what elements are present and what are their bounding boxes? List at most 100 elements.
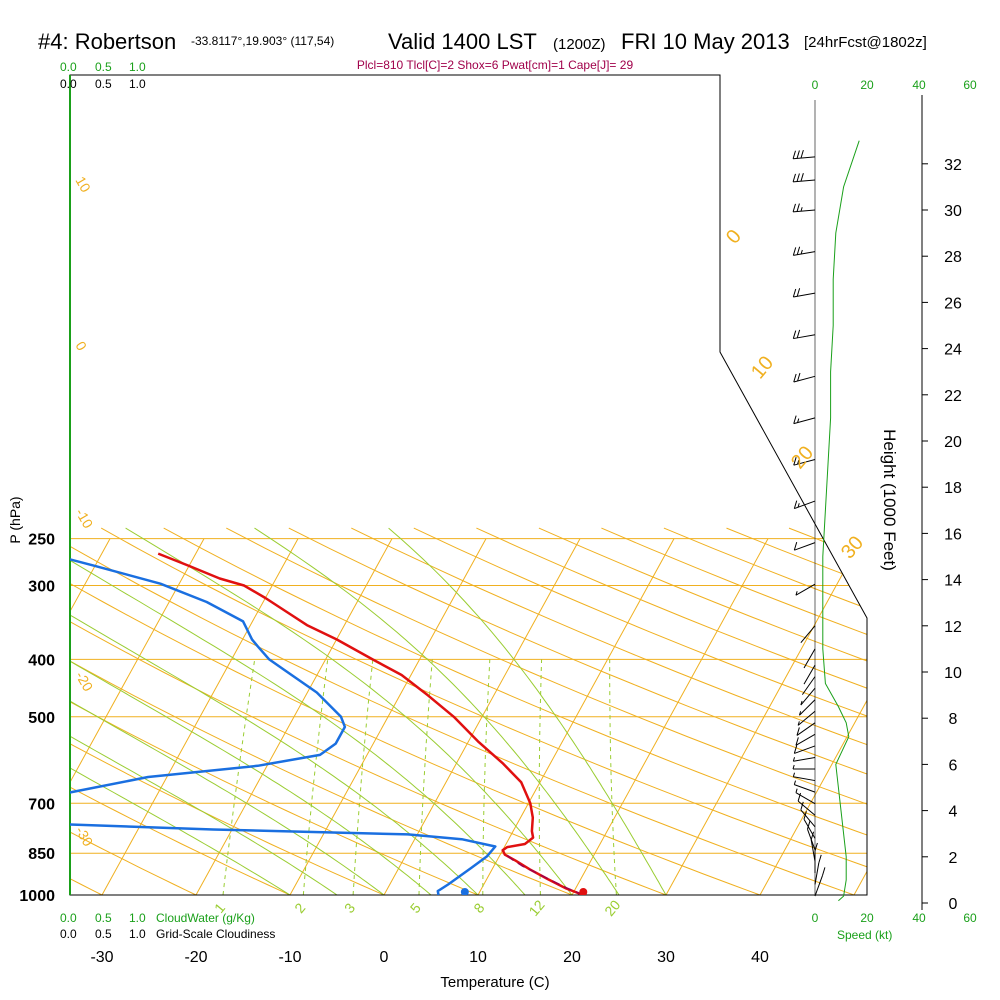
dry-adiabat-line — [476, 527, 867, 895]
dry-adiabat-line — [351, 527, 867, 895]
wind-barb — [793, 372, 816, 383]
isotherm-label: 0 — [72, 339, 90, 354]
isotherm-line — [70, 538, 205, 895]
cloudwater-tick: 1.0 — [129, 911, 146, 925]
temperature-tick-label: -20 — [184, 949, 207, 966]
moist-adiabat-line — [388, 527, 667, 895]
mixing-ratio-line — [482, 659, 491, 895]
background-lines — [0, 527, 867, 895]
height-tick-label: 28 — [944, 249, 962, 266]
wind-barb — [814, 842, 818, 873]
wind-barb — [800, 687, 816, 706]
wind-panel — [792, 100, 860, 902]
wind-barb — [806, 821, 816, 851]
dry-adiabat-line — [70, 527, 667, 895]
temperature-tick-label: -30 — [90, 949, 113, 966]
wind-barb — [798, 699, 816, 716]
surface-dewpoint-dot — [460, 888, 469, 895]
wind-barb — [797, 710, 816, 726]
height-tick-label: 0 — [949, 896, 958, 913]
moist-adiabat-line — [70, 527, 385, 895]
isotherm-line — [853, 538, 867, 895]
speed-tick: 60 — [963, 78, 977, 92]
wind-barb — [792, 173, 816, 183]
dry-adiabat-line — [538, 527, 867, 895]
speed-tick: 20 — [860, 78, 874, 92]
height-tick-label: 16 — [944, 526, 962, 543]
cloudwater-label: CloudWater (g/Kg) — [156, 911, 255, 925]
wind-barb — [795, 788, 816, 805]
isotherm-line — [70, 538, 111, 895]
mixing-ratio-label: 8 — [470, 900, 487, 916]
dry-adiabat-line — [788, 527, 867, 895]
wind-barb — [803, 664, 816, 685]
cloudiness-tick: 0.0 — [60, 77, 77, 91]
dry-adiabat-line — [851, 527, 867, 895]
wind-barb — [792, 764, 815, 770]
wind-barb — [797, 792, 816, 816]
stability-indices: Plcl=810 Tlcl[C]=2 Shox=6 Pwat[cm]=1 Cap… — [357, 58, 634, 72]
cloudiness-tick: 0.0 — [60, 927, 77, 941]
wind-barb — [801, 676, 816, 695]
height-tick-label: 8 — [949, 711, 958, 728]
valid-date: FRI 10 May 2013 — [621, 29, 790, 54]
temperature-tick-label: 10 — [469, 949, 487, 966]
dry-adiabat-line — [70, 527, 761, 895]
pressure-tick-label: 400 — [28, 652, 55, 669]
pressure-tick-label: 250 — [28, 532, 55, 549]
wind-barb — [792, 288, 816, 298]
pressure-tick-label: 850 — [28, 846, 55, 863]
height-tick-label: 12 — [944, 619, 962, 636]
cloudwater-tick: 1.0 — [129, 60, 146, 74]
dry-adiabat-line — [100, 527, 867, 895]
x-axis-label: Temperature (C) — [440, 974, 549, 991]
speed-tick: 0 — [812, 911, 819, 925]
height-tick-label: 26 — [944, 295, 962, 312]
y-axis-label: P (hPa) — [7, 496, 23, 543]
dry-adiabat-line — [70, 527, 291, 895]
wind-barb — [793, 415, 816, 425]
cloudiness-tick: 1.0 — [129, 927, 146, 941]
wind-barb — [814, 854, 822, 885]
wind-barb — [810, 831, 816, 862]
wind-barb — [793, 745, 816, 754]
temperature-tick-label: -10 — [278, 949, 301, 966]
height-tick-label: 24 — [944, 342, 962, 359]
mixing-ratio-line — [609, 659, 617, 895]
moist-adiabat-line — [70, 527, 291, 895]
isotherm-label: 0 — [722, 226, 746, 249]
sounding-series — [70, 547, 588, 895]
height-tick-label: 22 — [944, 388, 962, 405]
dry-adiabat-line — [0, 528, 8, 895]
height-tick-label: 14 — [944, 573, 962, 590]
mixing-ratio-label: 12 — [525, 897, 547, 919]
isotherm-line — [0, 539, 16, 895]
isotherm-line — [289, 538, 487, 895]
dry-adiabat-line — [70, 527, 385, 895]
height-tick-label: 10 — [944, 665, 962, 682]
mixing-ratio-line — [418, 659, 433, 895]
mixing-ratio-line — [222, 659, 256, 895]
pressure-tick-label: 1000 — [19, 888, 55, 905]
height-tick-label: 18 — [944, 480, 962, 497]
forecast-info: [24hrFcst@1802z] — [804, 34, 927, 51]
moist-adiabat-line — [70, 527, 479, 895]
height-tick-label: 32 — [944, 157, 962, 174]
wind-barb — [795, 733, 816, 746]
zulu-time: (1200Z) — [553, 36, 606, 53]
wind-barb — [800, 625, 816, 643]
cloudiness-tick: 0.5 — [95, 77, 112, 91]
isotherm-line — [665, 538, 863, 895]
moist-adiabat-line — [70, 527, 526, 895]
height-tick-label: 4 — [949, 804, 958, 821]
wind-barb — [793, 457, 816, 466]
wind-barb — [792, 149, 816, 160]
mixing-ratio-line — [538, 659, 543, 895]
wind-barb — [792, 756, 816, 762]
wind-barb — [793, 500, 816, 510]
height-tick-label: 30 — [944, 203, 962, 220]
surface-temperature-dot — [579, 888, 588, 895]
wind-barb — [792, 329, 816, 340]
speed-tick: 40 — [912, 911, 926, 925]
